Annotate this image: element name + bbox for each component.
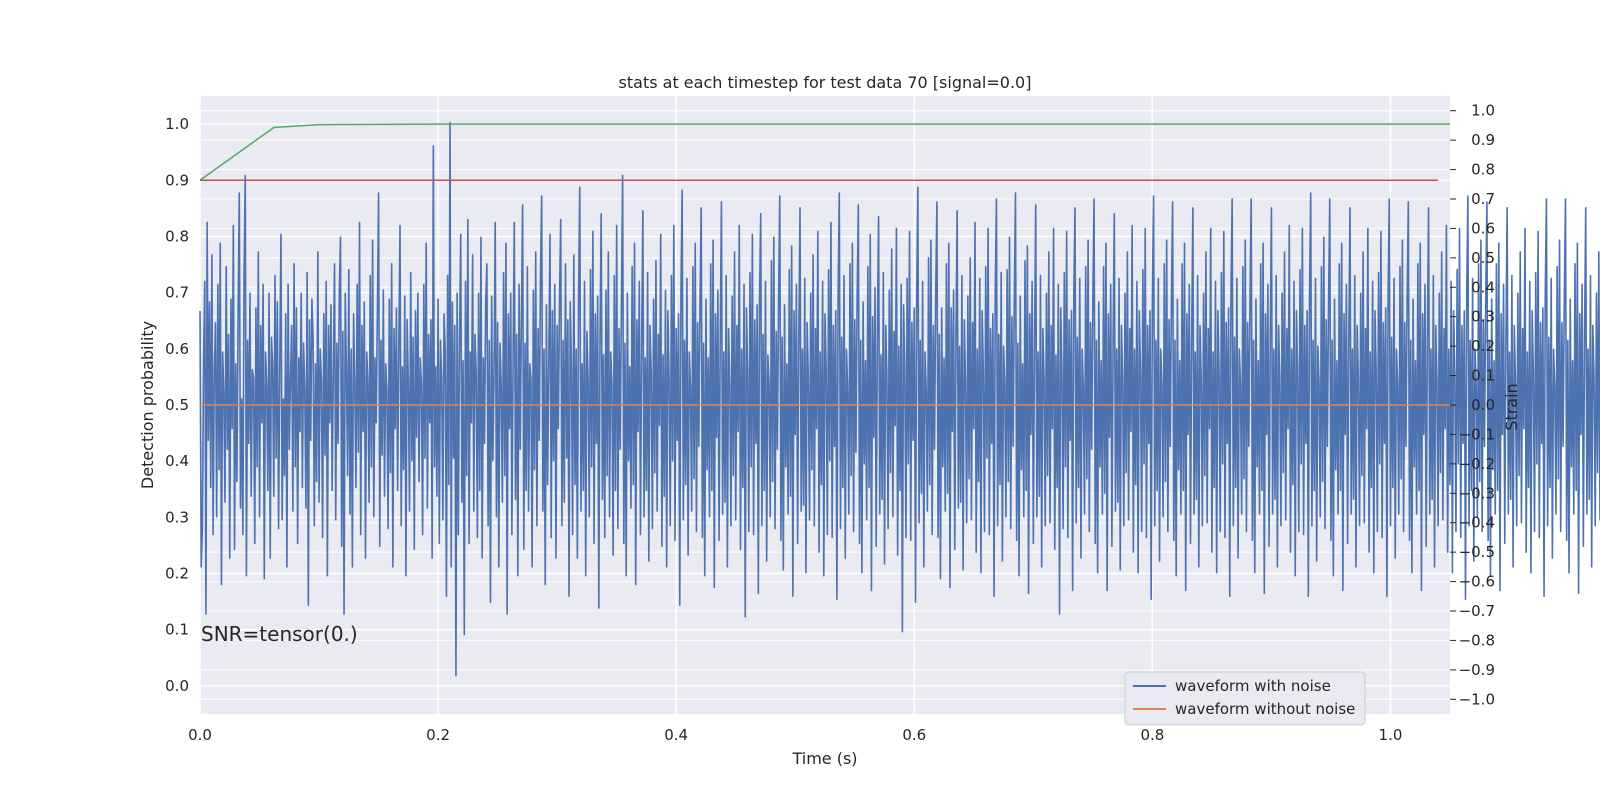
x-tick-label: 0.0 bbox=[188, 726, 212, 744]
y-tick-label: 0.4 bbox=[165, 452, 189, 470]
x-axis-ticks: 0.0 0.2 0.4 0.6 0.8 1.0 bbox=[188, 726, 1402, 744]
y2-tick-label: 0.4 bbox=[1471, 278, 1495, 296]
noisy-waveform-line bbox=[199, 121, 1600, 677]
legend-label-clean: waveform without noise bbox=[1175, 700, 1355, 718]
y2-tick-label: 0.0 bbox=[1471, 396, 1495, 414]
legend-label-noise: waveform with noise bbox=[1175, 677, 1331, 695]
y-tick-label: 0.1 bbox=[165, 621, 189, 639]
y2-tick-label: 0.3 bbox=[1471, 308, 1495, 326]
x-tick-label: 0.8 bbox=[1140, 726, 1164, 744]
y2-tick-label: 0.7 bbox=[1471, 190, 1495, 208]
y2-tick-label: 0.5 bbox=[1471, 249, 1495, 267]
right-axis-ticks: −1.0 −0.9 −0.8 −0.7 −0.6 −0.5 −0.4 −0.3 −0.2 −0.1… bbox=[1450, 102, 1495, 708]
y2-tick-label: −0.8 bbox=[1459, 631, 1495, 649]
y2-tick-label: −0.6 bbox=[1459, 573, 1495, 591]
y2-tick-label: −0.9 bbox=[1459, 661, 1495, 679]
y2-tick-label: 0.2 bbox=[1471, 337, 1495, 355]
left-axis-ticks: 0.0 0.1 0.2 0.3 0.4 0.5 0.6 0.7 0.8 0.9 1.0 bbox=[165, 115, 189, 695]
y-tick-label: 0.5 bbox=[165, 396, 189, 414]
y-tick-label: 1.0 bbox=[165, 115, 189, 133]
plot-lines bbox=[199, 121, 1600, 677]
x-tick-label: 0.2 bbox=[426, 726, 450, 744]
y2-axis-label: Strain bbox=[1502, 383, 1521, 430]
y-tick-label: 0.6 bbox=[165, 340, 189, 358]
y2-tick-label: 0.8 bbox=[1471, 161, 1495, 179]
y-tick-label: 0.0 bbox=[165, 677, 189, 695]
snr-annotation: SNR=tensor(0.) bbox=[201, 622, 358, 646]
y-tick-label: 0.3 bbox=[165, 508, 189, 526]
y2-tick-label: 0.6 bbox=[1471, 219, 1495, 237]
y2-tick-label: −0.3 bbox=[1459, 484, 1495, 502]
y2-tick-label: 1.0 bbox=[1471, 102, 1495, 120]
y2-tick-label: −0.5 bbox=[1459, 543, 1495, 561]
y2-tick-label: 0.1 bbox=[1471, 367, 1495, 385]
y-axis-label: Detection probability bbox=[138, 321, 157, 489]
y-tick-label: 0.9 bbox=[165, 171, 189, 189]
y2-tick-label: −0.1 bbox=[1459, 425, 1495, 443]
x-tick-label: 1.0 bbox=[1379, 726, 1403, 744]
x-tick-label: 0.4 bbox=[664, 726, 688, 744]
y-tick-label: 0.8 bbox=[165, 227, 189, 245]
legend-box bbox=[1124, 671, 1366, 726]
y2-tick-label: −0.4 bbox=[1459, 514, 1495, 532]
detection-probability-line bbox=[199, 123, 1450, 181]
y2-tick-label: −0.7 bbox=[1459, 602, 1495, 620]
y2-tick-label: −0.2 bbox=[1459, 455, 1495, 473]
legend: waveform with noise waveform without noi… bbox=[1124, 671, 1366, 726]
x-axis-label: Time (s) bbox=[791, 749, 857, 768]
y-tick-label: 0.2 bbox=[165, 565, 189, 583]
y2-tick-label: −1.0 bbox=[1459, 690, 1495, 708]
y2-tick-label: 0.9 bbox=[1471, 131, 1495, 149]
y-tick-label: 0.7 bbox=[165, 284, 189, 302]
chart-title: stats at each timestep for test data 70 … bbox=[619, 73, 1032, 92]
x-tick-label: 0.6 bbox=[902, 726, 926, 744]
